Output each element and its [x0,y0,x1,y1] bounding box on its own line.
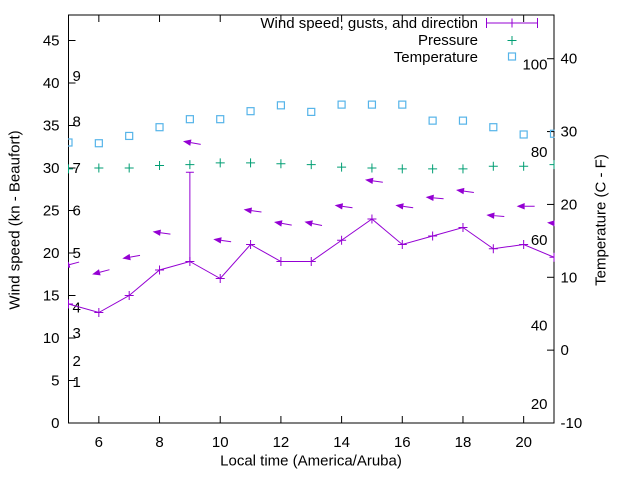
wind-arrow-icon [122,253,131,261]
y-left-tick-label: 35 [43,118,60,135]
fahrenheit-label: 40 [531,317,548,334]
beaufort-label: 1 [73,374,81,391]
legend-sample-pressure [507,36,517,45]
wind-arrow-icon [456,187,465,195]
wind-arrow-icon [365,177,374,185]
y-right-tick-label: 0 [561,342,569,359]
y-axis-label-right: Temperature (C - F) [592,154,610,286]
fahrenheit-label: 60 [531,232,548,249]
fahrenheit-label: 80 [531,144,548,161]
y-left-tick-label: 40 [43,75,60,92]
y-right-tick-label: 10 [561,269,578,286]
beaufort-label: 9 [73,68,81,85]
y-right-tick-label: -10 [561,415,583,432]
legend-sample-temperature [507,52,517,61]
y-left-tick-label: 20 [43,245,60,262]
fahrenheit-label: 20 [531,396,548,413]
y-left-tick-label: 25 [43,203,60,220]
wind-arrow-icon [68,261,71,268]
x-tick-label: 6 [95,434,103,451]
y-left-tick-label: 45 [43,33,60,50]
pressure-series [68,158,555,174]
axis-tick-labels: 6 8 10 12 14 16 18 20051015202530354045-1001020… [43,33,582,452]
legend-item-temperature: Temperature [393,49,478,66]
plot-border [68,14,555,424]
legend: Wind speed, gusts, and direction Pressur… [260,15,478,66]
x-tick-label: 14 [333,434,350,451]
wind-arrow-icon [92,269,101,276]
wind-series [68,171,555,317]
beaufort-label: 3 [73,325,81,342]
temperature-series [68,100,555,148]
beaufort-label: 8 [73,113,81,130]
wind-arrow-icon [547,220,555,227]
fahrenheit-scale-labels: 20 40 60 80 100 [522,57,547,414]
beaufort-label: 5 [73,245,81,262]
legend-item-pressure: Pressure [417,32,478,49]
y-right-tick-label: 30 [561,124,578,141]
wind-arrow-icon [182,139,192,146]
x-tick-label: 12 [273,434,290,451]
wind-arrow-icon [486,212,495,219]
y-axis-label-left: Wind speed (kn - Beaufort) [6,130,24,310]
wind-arrow-icon [425,194,434,202]
wind-arrow-icon [395,203,404,210]
beaufort-label: 4 [73,299,81,316]
wind-direction-arrows [68,139,555,276]
axis-ticks [68,15,554,424]
beaufort-scale-labels: 1 2 3 4 5 6 7 8 9 [73,68,81,391]
y-left-tick-label: 10 [43,330,60,347]
legend-item-wind: Wind speed, gusts, and direction [260,15,478,32]
wind-arrow-icon [152,229,161,236]
y-left-tick-label: 5 [51,373,59,390]
x-tick-label: 20 [515,434,532,451]
legend-samples [486,18,538,61]
x-tick-label: 8 [155,434,163,451]
wind-arrow-icon [243,207,252,214]
y-left-tick-label: 0 [51,415,59,432]
y-left-tick-label: 30 [43,160,60,177]
x-tick-label: 10 [212,434,229,451]
y-right-tick-label: 20 [561,196,578,213]
y-left-tick-label: 15 [43,288,60,305]
wind-arrow-icon [334,203,344,210]
legend-sample-wind-errorbar [486,18,538,28]
wind-arrow-icon [213,237,222,244]
beaufort-label: 2 [73,353,81,370]
x-axis-label: Local time (America/Aruba) [220,452,402,470]
wind-arrow-icon [516,203,525,210]
x-tick-label: 18 [455,434,472,451]
x-tick-label: 16 [394,434,411,451]
beaufort-label: 7 [73,160,81,177]
wind-arrow-icon [304,220,313,227]
fahrenheit-label: 100 [522,57,547,74]
wind-arrow-icon [274,220,283,227]
y-right-tick-label: 40 [561,51,578,68]
beaufort-label: 6 [73,203,81,220]
